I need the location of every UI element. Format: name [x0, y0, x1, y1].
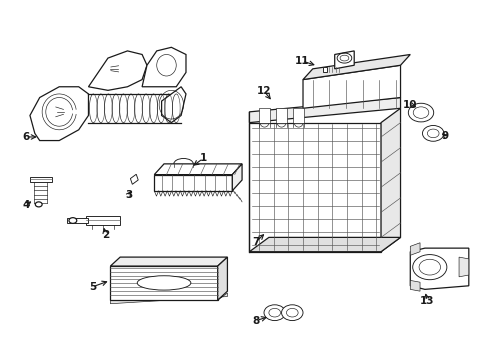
Polygon shape: [249, 98, 400, 123]
Polygon shape: [334, 51, 353, 69]
Text: 2: 2: [102, 230, 109, 239]
Circle shape: [412, 255, 446, 280]
Polygon shape: [30, 177, 52, 182]
Polygon shape: [409, 248, 468, 289]
Text: 13: 13: [419, 296, 434, 306]
Polygon shape: [249, 123, 380, 252]
Circle shape: [264, 305, 285, 320]
Polygon shape: [458, 257, 468, 277]
Text: 9: 9: [441, 131, 448, 141]
Circle shape: [35, 202, 42, 207]
Circle shape: [268, 309, 280, 317]
Ellipse shape: [137, 276, 190, 290]
Polygon shape: [322, 67, 327, 72]
Polygon shape: [161, 87, 185, 123]
Text: 8: 8: [252, 316, 259, 325]
Circle shape: [286, 309, 298, 317]
Text: 12: 12: [256, 86, 271, 96]
Polygon shape: [259, 108, 269, 123]
Polygon shape: [130, 174, 138, 184]
Polygon shape: [217, 257, 227, 300]
Circle shape: [422, 126, 443, 141]
Text: 6: 6: [22, 132, 30, 142]
Polygon shape: [409, 243, 419, 255]
Polygon shape: [303, 54, 409, 80]
Polygon shape: [110, 257, 227, 266]
Text: 4: 4: [22, 200, 30, 210]
Polygon shape: [86, 216, 120, 225]
Circle shape: [427, 129, 438, 138]
Polygon shape: [110, 293, 227, 304]
Polygon shape: [276, 108, 286, 123]
Polygon shape: [154, 175, 232, 191]
Polygon shape: [232, 164, 242, 191]
Polygon shape: [293, 108, 304, 123]
Circle shape: [407, 103, 433, 122]
Polygon shape: [249, 237, 400, 252]
Text: 3: 3: [124, 190, 132, 200]
Polygon shape: [154, 164, 242, 175]
Circle shape: [418, 259, 440, 275]
Text: 7: 7: [252, 237, 259, 247]
Text: 5: 5: [88, 282, 96, 292]
Text: 10: 10: [402, 100, 417, 110]
Polygon shape: [88, 51, 147, 90]
Polygon shape: [110, 266, 217, 300]
Text: 1: 1: [199, 153, 206, 163]
Polygon shape: [30, 87, 88, 140]
Circle shape: [412, 107, 428, 118]
Circle shape: [281, 305, 303, 320]
Polygon shape: [380, 108, 400, 252]
Polygon shape: [409, 280, 419, 291]
Text: 11: 11: [294, 56, 308, 66]
Polygon shape: [142, 47, 185, 87]
Polygon shape: [303, 65, 400, 108]
Circle shape: [69, 218, 77, 224]
Polygon shape: [66, 218, 88, 223]
